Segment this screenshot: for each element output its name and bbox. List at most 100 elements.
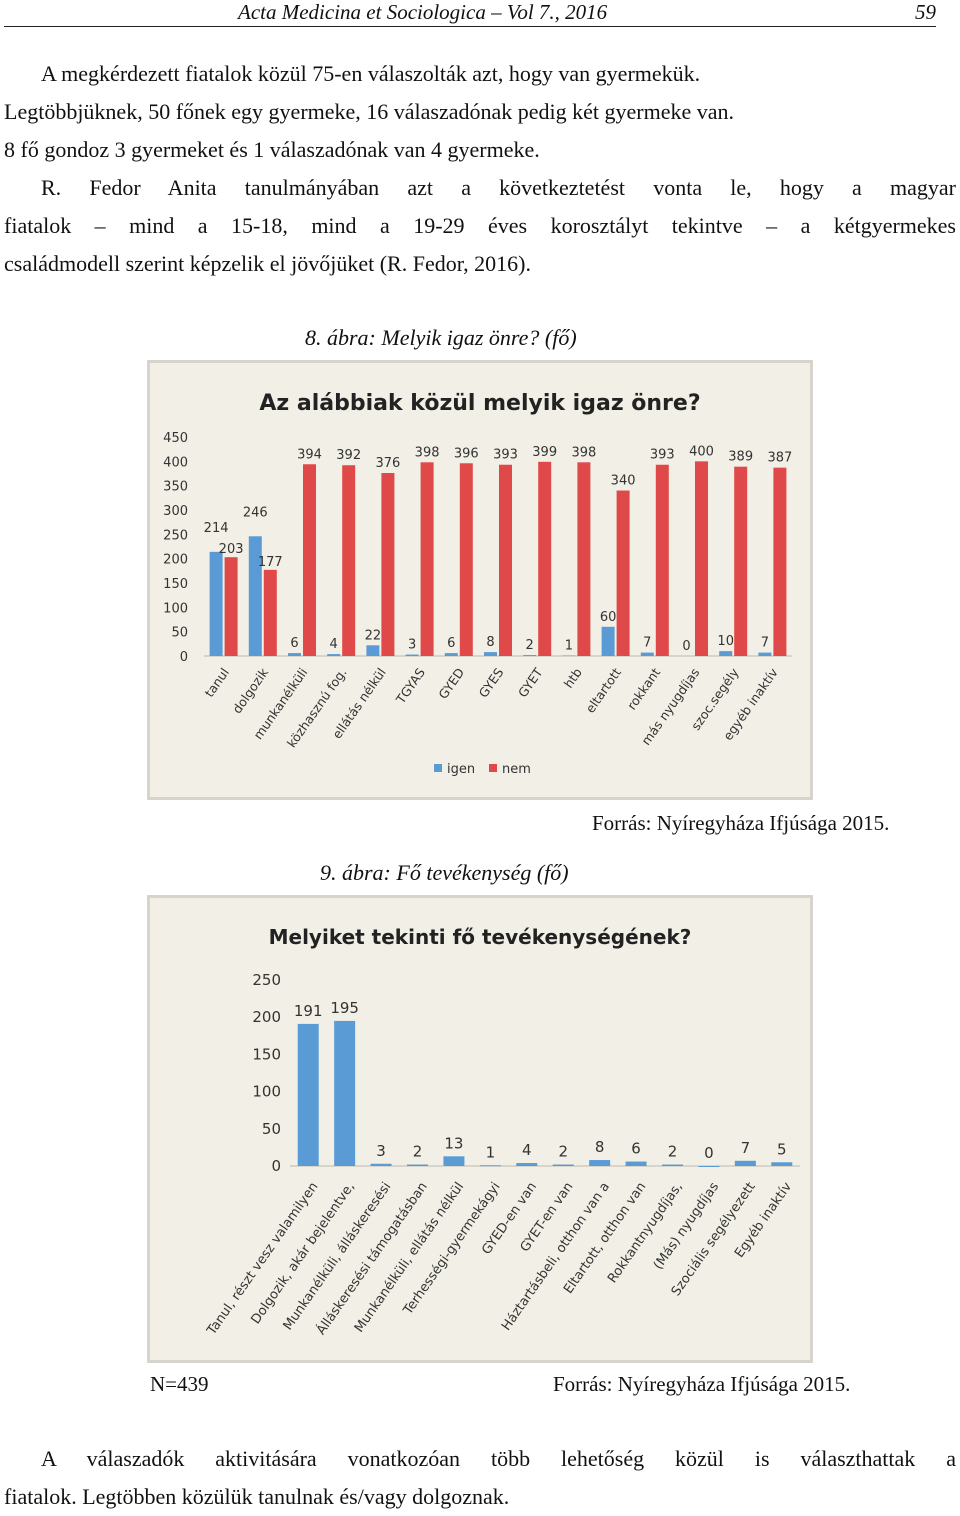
data-label: 8 xyxy=(595,1138,605,1156)
data-label: 191 xyxy=(294,1002,323,1020)
data-label-nem: 393 xyxy=(650,448,675,463)
journal-title: Acta Medicina et Sociologica – Vol 7., 2… xyxy=(238,0,607,25)
data-label-nem: 399 xyxy=(532,445,557,460)
y-tick-label: 250 xyxy=(163,528,188,543)
data-label: 3 xyxy=(376,1142,386,1160)
running-header: Acta Medicina et Sociologica – Vol 7., 2… xyxy=(4,0,936,27)
paragraph-line: R. Fedor Anita tanulmányában azt a követ… xyxy=(4,169,956,207)
data-label-nem: 376 xyxy=(375,456,400,471)
bar-igen xyxy=(327,654,340,656)
y-tick-label: 150 xyxy=(252,1045,281,1063)
data-label: 195 xyxy=(330,999,359,1017)
chart-title: Melyiket tekinti fő tevékenységének? xyxy=(269,925,692,949)
x-tick-label: GYES xyxy=(476,665,507,700)
data-label-igen: 0 xyxy=(682,639,690,654)
data-label-igen: 3 xyxy=(408,638,416,653)
data-label: 2 xyxy=(413,1143,423,1161)
data-label: 4 xyxy=(522,1141,532,1159)
data-label-igen: 8 xyxy=(486,635,494,650)
bar-nem xyxy=(577,462,590,656)
y-tick-label: 250 xyxy=(252,971,281,989)
bar xyxy=(698,1166,719,1167)
y-tick-label: 100 xyxy=(252,1083,281,1101)
data-label-igen: 7 xyxy=(643,636,651,651)
y-tick-label: 350 xyxy=(163,480,188,495)
bar-nem xyxy=(342,465,355,656)
bar xyxy=(480,1165,501,1166)
bar-igen xyxy=(366,645,379,656)
data-label-igen: 10 xyxy=(717,634,734,649)
x-tick-label: (Más) nyugdíjas xyxy=(651,1180,722,1273)
x-tick-label: tanul xyxy=(201,665,232,700)
legend-swatch-igen xyxy=(434,764,442,772)
x-tick-label: eltartott xyxy=(582,665,624,716)
bar xyxy=(735,1161,756,1166)
chart-9-svg: Melyiket tekinti fő tevékenységének? 250 2… xyxy=(150,898,810,1360)
bar-nem xyxy=(460,463,473,656)
page-number: 59 xyxy=(915,0,936,25)
figure-8-caption: 8. ábra: Melyik igaz önre? (fő) xyxy=(305,325,577,351)
bar xyxy=(407,1165,428,1166)
y-tick-label: 100 xyxy=(163,601,188,616)
figure-9-n: N=439 xyxy=(150,1372,209,1397)
bar-nem xyxy=(538,462,551,656)
bar-nem xyxy=(381,473,394,656)
bar xyxy=(771,1162,792,1166)
data-label: 6 xyxy=(631,1140,641,1158)
data-label: 13 xyxy=(444,1134,463,1152)
x-tick-label: dolgozik xyxy=(229,665,271,717)
figure-9-caption: 9. ábra: Fő tevékenység (fő) xyxy=(320,860,569,886)
data-label: 2 xyxy=(558,1143,568,1161)
bar-nem xyxy=(656,465,669,656)
data-label-nem: 389 xyxy=(728,450,753,465)
paragraph-line: A válaszadók aktivitására vonatkozóan tö… xyxy=(4,1440,956,1478)
data-label-igen: 2 xyxy=(526,638,534,653)
x-tick-label: TGYAS xyxy=(392,665,428,707)
x-tick-label: GYET xyxy=(515,665,546,700)
y-tick-label: 200 xyxy=(163,553,188,568)
bar xyxy=(589,1160,610,1166)
bar xyxy=(443,1156,464,1166)
y-tick-label: 150 xyxy=(163,577,188,592)
data-label: 2 xyxy=(668,1143,678,1161)
data-label-igen: 214 xyxy=(204,521,229,536)
legend-label-igen: igen xyxy=(447,762,475,777)
data-label-igen: 1 xyxy=(565,639,573,654)
paragraph-fedor: R. Fedor Anita tanulmányában azt a követ… xyxy=(4,169,956,283)
data-label-nem: 177 xyxy=(258,555,283,570)
bar-nem xyxy=(303,464,316,656)
data-label-nem: 393 xyxy=(493,448,518,463)
paragraph-line: családmodell szerint képzelik el jövőjük… xyxy=(4,245,956,283)
figure-8-source: Forrás: Nyíregyháza Ifjúsága 2015. xyxy=(592,811,889,836)
paragraph-children: A megkérdezett fiatalok közül 75-en vála… xyxy=(4,55,956,169)
data-label-igen: 60 xyxy=(600,610,617,625)
bar-igen xyxy=(602,627,615,656)
bar xyxy=(626,1162,647,1166)
bar-igen xyxy=(719,651,732,656)
legend-swatch-nem xyxy=(489,764,497,772)
bar-igen xyxy=(210,552,223,656)
data-label-igen: 4 xyxy=(330,637,338,652)
bar-igen xyxy=(445,653,458,656)
paragraph-line: fiatalok. Legtöbben közülük tanulnak és/… xyxy=(4,1478,956,1516)
legend-label-nem: nem xyxy=(502,762,531,777)
data-label: 7 xyxy=(741,1139,751,1157)
bar xyxy=(553,1165,574,1166)
chart-title: Az alábbiak közül melyik igaz önre? xyxy=(259,391,700,416)
data-label-nem: 392 xyxy=(336,448,361,463)
x-tick-label: htb xyxy=(561,665,585,691)
figure-9-source: Forrás: Nyíregyháza Ifjúsága 2015. xyxy=(553,1372,850,1397)
bar xyxy=(298,1024,319,1166)
y-tick-label: 0 xyxy=(180,650,188,665)
y-tick-label: 450 xyxy=(163,431,188,446)
bar xyxy=(334,1021,355,1166)
bar-igen xyxy=(641,653,654,656)
paragraph-line: A megkérdezett fiatalok közül 75-en vála… xyxy=(4,55,956,93)
bar xyxy=(516,1163,537,1166)
paragraph-line: 8 fő gondoz 3 gyermeket és 1 válaszadóna… xyxy=(4,131,956,169)
data-label: 5 xyxy=(777,1140,787,1158)
bar-nem xyxy=(225,557,238,656)
data-label-igen: 7 xyxy=(761,636,769,651)
bar-nem xyxy=(734,467,747,656)
data-label-nem: 398 xyxy=(571,445,596,460)
